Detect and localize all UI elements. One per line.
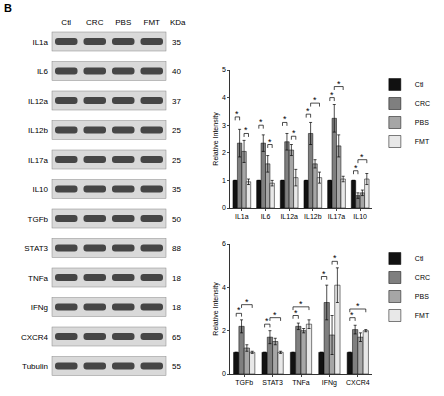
svg-text:IL17a: IL17a: [28, 156, 49, 165]
svg-text:35: 35: [172, 38, 181, 47]
svg-text:PBS: PBS: [415, 119, 429, 126]
svg-text:PBS: PBS: [415, 293, 429, 300]
svg-text:*: *: [360, 152, 364, 162]
svg-text:1: 1: [222, 177, 226, 184]
svg-text:4: 4: [222, 94, 226, 101]
svg-text:Relative Intensity: Relative Intensity: [212, 112, 220, 166]
svg-text:*: *: [294, 308, 298, 318]
svg-text:*: *: [337, 79, 341, 89]
svg-text:CRC: CRC: [415, 100, 430, 107]
svg-text:FMT: FMT: [415, 312, 430, 319]
svg-text:Ctl: Ctl: [415, 255, 424, 262]
svg-text:2: 2: [222, 327, 226, 334]
svg-text:*: *: [259, 117, 263, 127]
svg-text:IL12a: IL12a: [280, 213, 298, 220]
svg-text:CXCR4: CXCR4: [21, 333, 49, 342]
svg-text:Relative Intensity: Relative Intensity: [212, 282, 220, 336]
svg-text:*: *: [356, 301, 360, 311]
svg-text:Tubulin: Tubulin: [22, 362, 48, 371]
svg-text:STAT3: STAT3: [24, 244, 48, 253]
svg-text:*: *: [322, 269, 326, 279]
svg-text:*: *: [350, 310, 354, 320]
svg-text:25: 25: [172, 126, 181, 135]
svg-text:IL12b: IL12b: [304, 213, 322, 220]
svg-text:IL17a: IL17a: [328, 213, 346, 220]
svg-text:CRC: CRC: [415, 274, 430, 281]
svg-text:5: 5: [222, 66, 226, 73]
svg-text:*: *: [244, 125, 248, 135]
svg-text:FMT: FMT: [415, 138, 430, 145]
svg-text:3: 3: [222, 122, 226, 129]
svg-text:40: 40: [172, 67, 181, 76]
svg-text:55: 55: [172, 362, 181, 371]
svg-text:65: 65: [172, 333, 181, 342]
svg-text:IL12a: IL12a: [28, 97, 49, 106]
svg-text:*: *: [292, 128, 296, 138]
svg-text:STAT3: STAT3: [262, 379, 283, 386]
svg-text:TNFa: TNFa: [292, 379, 310, 386]
svg-text:IL6: IL6: [37, 67, 49, 76]
svg-text:*: *: [299, 299, 303, 309]
svg-text:IL1a: IL1a: [32, 38, 48, 47]
svg-text:IL10: IL10: [32, 185, 48, 194]
svg-text:IL10: IL10: [353, 213, 367, 220]
svg-text:*: *: [268, 137, 272, 147]
svg-text:*: *: [330, 90, 334, 100]
svg-text:50: 50: [172, 215, 181, 224]
svg-text:IL6: IL6: [261, 213, 271, 220]
svg-text:CRC: CRC: [86, 18, 104, 27]
svg-text:18: 18: [172, 274, 181, 283]
svg-text:*: *: [283, 114, 287, 124]
svg-text:IFNg: IFNg: [322, 379, 337, 387]
svg-text:*: *: [354, 163, 358, 173]
svg-text:0: 0: [222, 370, 226, 377]
svg-text:35: 35: [172, 185, 181, 194]
svg-text:*: *: [265, 316, 269, 326]
svg-text:2: 2: [222, 149, 226, 156]
svg-text:KDa: KDa: [170, 18, 186, 27]
svg-text:IL1a: IL1a: [235, 213, 249, 220]
svg-text:25: 25: [172, 156, 181, 165]
svg-text:37: 37: [172, 97, 181, 106]
svg-text:IL12b: IL12b: [28, 126, 49, 135]
svg-text:88: 88: [172, 244, 181, 253]
svg-text:6: 6: [222, 240, 226, 247]
svg-text:*: *: [273, 310, 277, 320]
svg-text:*: *: [237, 305, 241, 315]
svg-text:4: 4: [222, 284, 226, 291]
svg-text:0: 0: [222, 204, 226, 211]
svg-text:*: *: [306, 106, 310, 116]
svg-text:TGFb: TGFb: [235, 379, 253, 386]
svg-text:*: *: [333, 253, 337, 263]
svg-text:TNFa: TNFa: [28, 274, 49, 283]
svg-text:PBS: PBS: [115, 18, 131, 27]
svg-text:*: *: [313, 95, 317, 105]
svg-text:CXCR4: CXCR4: [346, 379, 370, 386]
svg-text:18: 18: [172, 303, 181, 312]
svg-text:B: B: [4, 2, 12, 14]
svg-text:IFNg: IFNg: [31, 303, 48, 312]
svg-text:*: *: [235, 109, 239, 119]
svg-text:*: *: [245, 297, 249, 307]
svg-text:Ctl: Ctl: [61, 18, 71, 27]
svg-text:TGFb: TGFb: [28, 215, 49, 224]
svg-text:FMT: FMT: [144, 18, 161, 27]
svg-text:Ctl: Ctl: [415, 81, 424, 88]
